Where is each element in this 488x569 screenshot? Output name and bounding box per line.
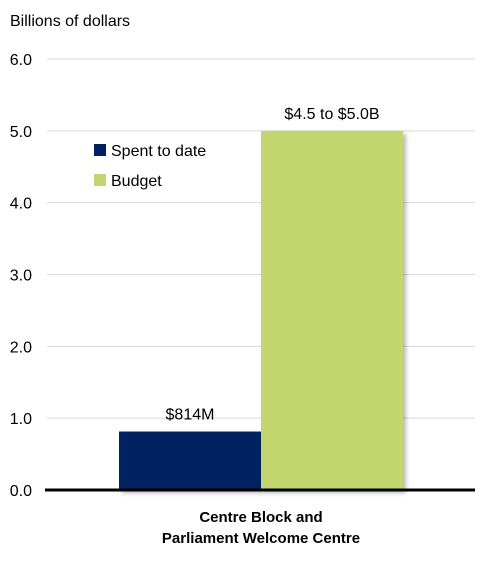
y-tick-label: 4.0 bbox=[10, 196, 32, 213]
data-label-budget: $4.5 to $5.0B bbox=[284, 106, 379, 123]
data-label-spent-to-date: $814M bbox=[166, 407, 215, 424]
y-tick-label: 0.0 bbox=[10, 483, 32, 500]
y-tick-label: 6.0 bbox=[10, 52, 32, 69]
legend-swatch-spent-to-date bbox=[94, 144, 106, 156]
category-label-line-1: Centre Block and bbox=[199, 509, 322, 526]
y-tick-label: 3.0 bbox=[10, 268, 32, 285]
legend-label-budget: Budget bbox=[111, 173, 162, 190]
bars bbox=[119, 130, 403, 491]
y-tick-label: 2.0 bbox=[10, 339, 32, 356]
y-axis-ticks: 0.0 1.0 2.0 3.0 4.0 5.0 6.0 bbox=[10, 52, 32, 500]
legend-label-spent-to-date: Spent to date bbox=[111, 143, 206, 160]
y-axis-unit-label: Billions of dollars bbox=[10, 13, 130, 30]
y-tick-label: 5.0 bbox=[10, 124, 32, 141]
bar-budget bbox=[261, 130, 403, 491]
y-tick-label: 1.0 bbox=[10, 411, 32, 428]
data-labels: $814M $4.5 to $5.0B bbox=[166, 106, 380, 424]
legend-swatch-budget bbox=[94, 174, 106, 186]
bar-spent-to-date bbox=[119, 431, 261, 490]
legend: Spent to date Budget bbox=[94, 143, 206, 190]
category-label-line-2: Parliament Welcome Centre bbox=[162, 530, 360, 547]
